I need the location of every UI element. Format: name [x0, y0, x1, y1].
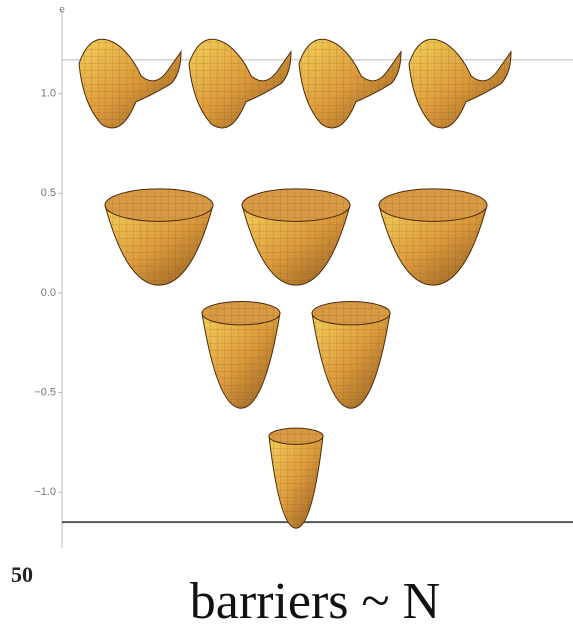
surface [312, 301, 390, 408]
surface [299, 39, 401, 128]
y-axis-label: e [59, 5, 65, 16]
caption: barriers ~ N [190, 573, 440, 628]
surface [242, 189, 350, 285]
surface [379, 189, 487, 285]
y-tick-label: 0.5 [41, 187, 56, 199]
well-rim-mesh [269, 428, 323, 444]
mesh [269, 436, 323, 528]
y-tick-label: 0.0 [41, 287, 56, 299]
y-tick-label: −1.0 [34, 486, 56, 498]
chart: e 50 barriers ~ N −1.0 −0.5 0.0 0.5 1.0 [0, 0, 573, 628]
surface [409, 39, 511, 128]
well-rim-mesh [202, 301, 280, 324]
mesh [312, 313, 390, 408]
mesh [202, 313, 280, 408]
y-tick-label: 1.0 [41, 88, 56, 100]
y-tick-label: −0.5 [34, 386, 56, 398]
surface [189, 39, 291, 128]
corner-label: 50 [11, 562, 33, 587]
surface [79, 39, 181, 128]
well-rim-mesh [312, 301, 390, 324]
surface [202, 301, 280, 408]
well-rim-mesh [379, 189, 487, 221]
well-rim-mesh [105, 189, 213, 221]
surface [269, 428, 323, 528]
surface [105, 189, 213, 285]
well-rim-mesh [242, 189, 350, 221]
